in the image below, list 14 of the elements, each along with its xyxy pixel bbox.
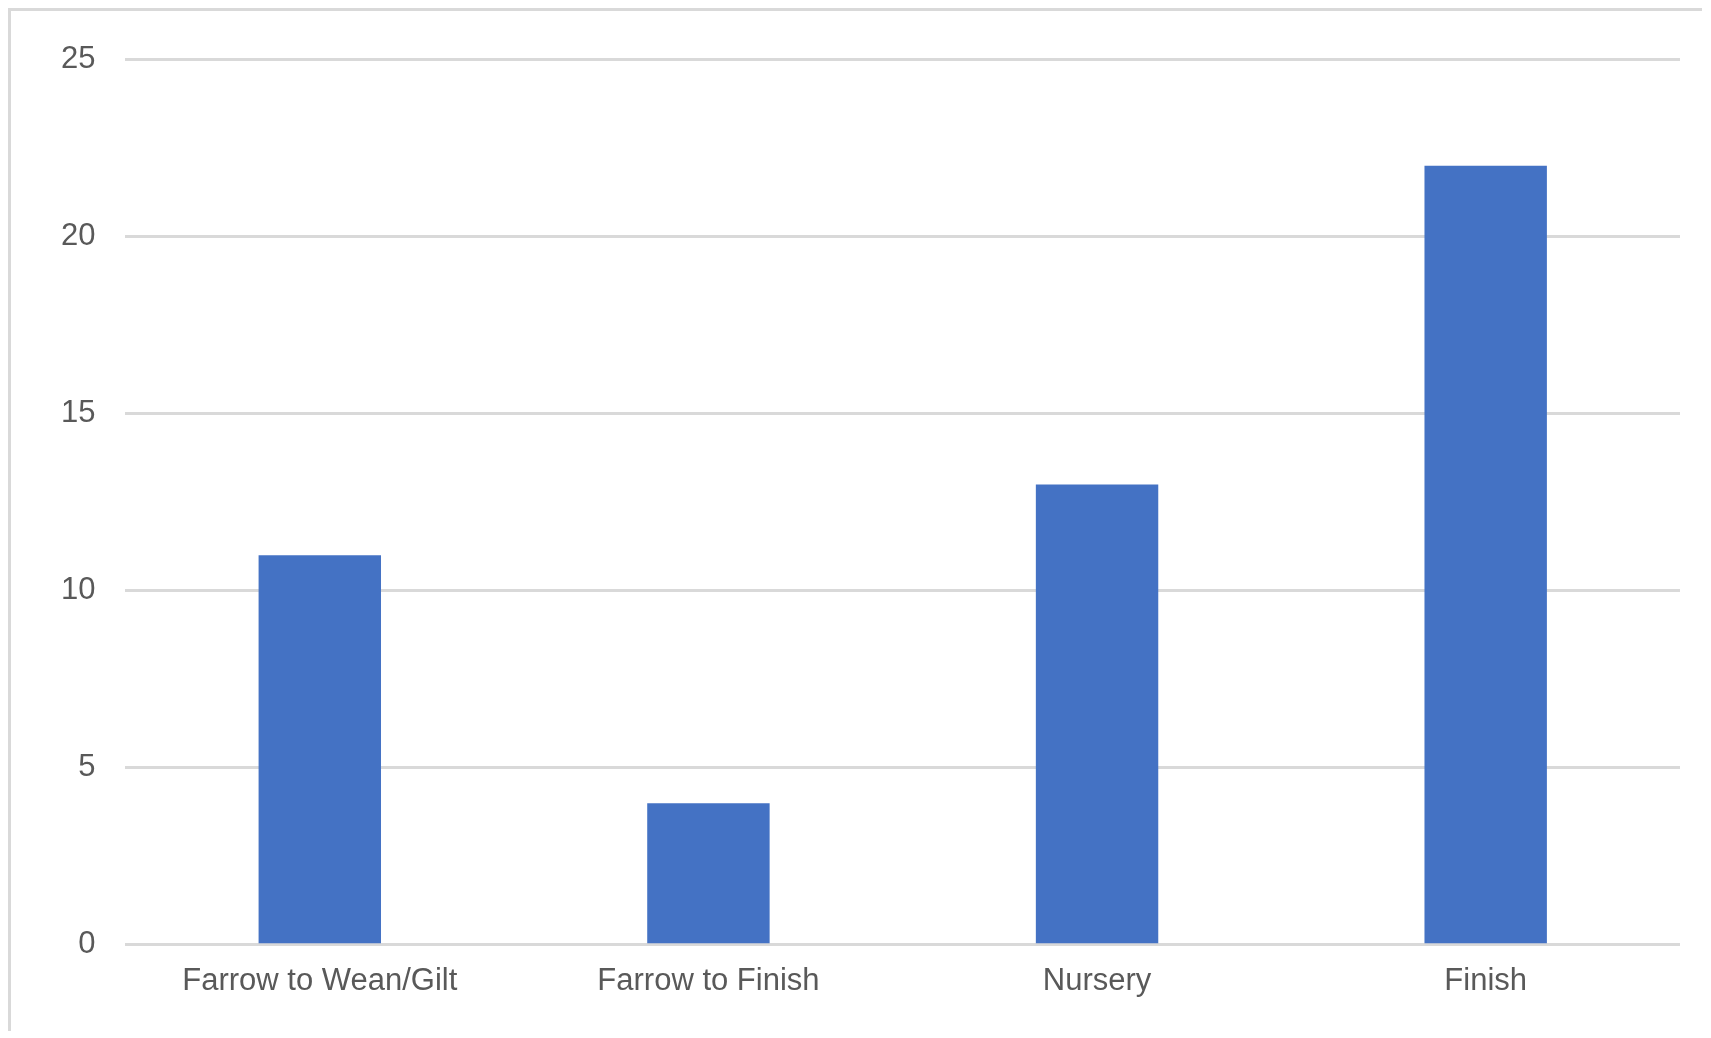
bar [647, 803, 770, 944]
bar [1035, 484, 1159, 944]
y-tick-label: 20 [61, 217, 96, 253]
y-tick-label: 0 [78, 925, 96, 961]
x-tick-label: Farrow to Finish [597, 961, 820, 997]
x-tick-label: Nursery [1042, 961, 1152, 997]
bar [258, 555, 382, 944]
x-tick-label: Farrow to Wean/Gilt [182, 961, 458, 997]
y-tick-label: 15 [61, 394, 96, 430]
y-tick-label: 25 [61, 40, 96, 76]
y-tick-label: 10 [61, 571, 96, 607]
x-tick-label: Finish [1444, 961, 1528, 997]
y-tick-label: 5 [78, 748, 96, 784]
bar [1424, 165, 1547, 944]
